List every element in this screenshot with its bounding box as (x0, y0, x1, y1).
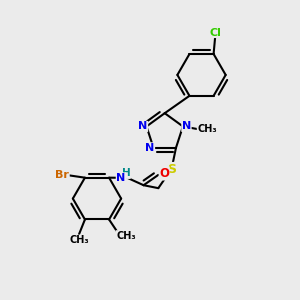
Text: O: O (159, 167, 169, 180)
Text: N: N (116, 173, 125, 183)
Text: Cl: Cl (209, 28, 221, 38)
Text: N: N (182, 122, 191, 131)
Text: S: S (167, 163, 176, 176)
Text: N: N (145, 143, 154, 153)
Text: CH₃: CH₃ (116, 231, 136, 241)
Text: Br: Br (55, 170, 69, 180)
Text: N: N (138, 122, 148, 131)
Text: CH₃: CH₃ (69, 235, 89, 245)
Text: CH₃: CH₃ (197, 124, 217, 134)
Text: H: H (122, 168, 130, 178)
